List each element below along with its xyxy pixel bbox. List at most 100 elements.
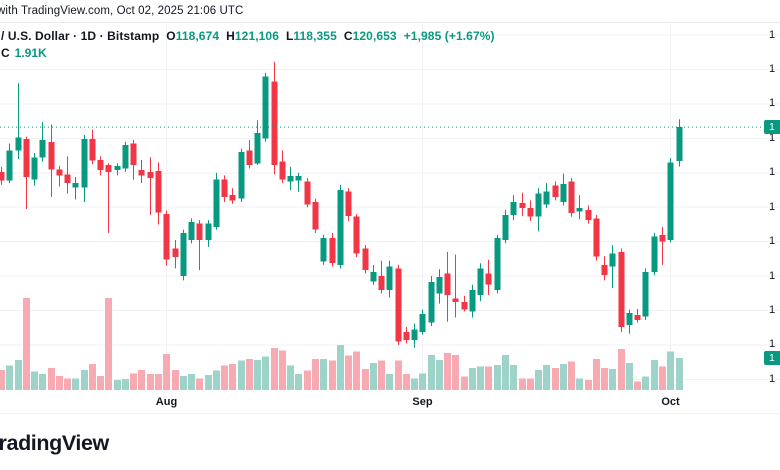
volume-bar xyxy=(378,360,385,390)
candle-body xyxy=(337,189,344,265)
candle-body xyxy=(31,157,38,180)
candle-body xyxy=(287,176,294,182)
volume-bar xyxy=(676,358,683,390)
volume-bar xyxy=(642,376,649,390)
candle-body xyxy=(469,289,476,312)
candle-body xyxy=(601,264,608,276)
candle-body xyxy=(362,248,369,271)
candle-body xyxy=(271,81,278,166)
candle-body xyxy=(651,236,658,272)
volume-bar xyxy=(23,297,30,390)
ohlc-open: O118,674 xyxy=(166,29,220,43)
volume-bar xyxy=(601,368,608,390)
tradingview-logo: TradingView xyxy=(0,431,109,455)
candle-body xyxy=(477,268,484,296)
volume-bar xyxy=(279,350,286,390)
candle-body xyxy=(213,179,220,228)
candle-body xyxy=(56,169,63,176)
volume-bar xyxy=(552,368,559,390)
volume-bar xyxy=(105,297,112,390)
candle-body xyxy=(163,214,170,260)
volume-bar xyxy=(386,374,393,390)
volume-bar xyxy=(651,359,658,390)
candle-body xyxy=(510,202,517,215)
volume-bar xyxy=(428,354,435,390)
volume-bar xyxy=(320,359,327,390)
candle-body xyxy=(411,329,418,340)
volume-bar xyxy=(502,354,509,390)
candle-body xyxy=(114,165,121,171)
candle-body xyxy=(461,301,468,310)
volume-bar xyxy=(626,363,633,390)
volume-bar xyxy=(163,353,170,390)
candle-body xyxy=(23,139,30,178)
candle-body xyxy=(452,298,459,302)
volume-bar xyxy=(461,376,468,390)
volume-bar xyxy=(585,379,592,390)
volume-bar xyxy=(64,378,71,390)
candle-body xyxy=(519,202,526,209)
volume-bar xyxy=(329,360,336,390)
candle-body xyxy=(568,181,575,214)
candle-body xyxy=(279,161,286,180)
volume-bar xyxy=(593,359,600,390)
ohlc-high: H121,106 xyxy=(226,29,279,43)
candle-body xyxy=(221,179,228,197)
volume-bar xyxy=(130,373,137,390)
volume-bar xyxy=(238,360,245,390)
volume-value: 1.91K xyxy=(14,46,47,60)
volume-bar xyxy=(254,359,261,390)
volume-bar xyxy=(312,359,319,390)
candle-body xyxy=(436,276,443,294)
candle-body xyxy=(419,313,426,333)
candle-body xyxy=(378,276,385,290)
candle-body xyxy=(634,314,641,321)
candle-body xyxy=(403,332,410,340)
volume-bar xyxy=(403,374,410,390)
volume-bar xyxy=(229,364,236,390)
candle-body xyxy=(81,139,88,188)
volume-bar xyxy=(362,369,369,390)
candle-body xyxy=(130,143,137,166)
volume-bar xyxy=(81,369,88,390)
candle-body xyxy=(138,170,145,176)
volume-bar xyxy=(31,371,38,390)
candle-body xyxy=(527,208,534,217)
symbol-legend: / U.S. Dollar · 1D · Bitstamp O118,674 H12… xyxy=(1,29,495,43)
candle-body xyxy=(122,145,129,169)
volume-bar xyxy=(395,360,402,390)
volume-bar xyxy=(469,368,476,390)
volume-bar xyxy=(147,374,154,390)
candle-body xyxy=(535,193,542,217)
volume-bar xyxy=(634,381,641,390)
attribution-text: with TradingView.com, Oct 02, 2025 21:06… xyxy=(0,5,244,17)
candle-body xyxy=(626,313,633,326)
volume-legend: C 1.91K xyxy=(1,46,47,60)
candle-body xyxy=(659,234,666,242)
volume-bar xyxy=(287,365,294,390)
candle-body xyxy=(72,183,79,188)
candle-body xyxy=(593,218,600,257)
candle-body xyxy=(560,183,567,203)
volume-bar xyxy=(72,378,79,390)
volume-bar xyxy=(39,374,46,390)
candle-body xyxy=(155,171,162,213)
candle-body xyxy=(345,191,352,216)
volume-bar xyxy=(337,344,344,390)
symbol-title: / U.S. Dollar · 1D · Bitstamp xyxy=(1,29,160,43)
candle-body xyxy=(0,171,5,181)
volume-bar xyxy=(122,379,129,390)
candle-body xyxy=(229,195,236,201)
volume-bar xyxy=(304,370,311,390)
volume-bar xyxy=(519,378,526,390)
candle-body xyxy=(15,137,22,151)
volume-bar xyxy=(138,369,145,390)
candle-body xyxy=(64,174,71,184)
candle-body xyxy=(667,162,674,240)
candle-body xyxy=(254,133,261,164)
candle-body xyxy=(353,216,360,254)
volume-bar xyxy=(494,364,501,390)
volume-bar xyxy=(221,365,228,390)
volume-bar xyxy=(114,379,121,390)
volume-bar xyxy=(353,351,360,390)
